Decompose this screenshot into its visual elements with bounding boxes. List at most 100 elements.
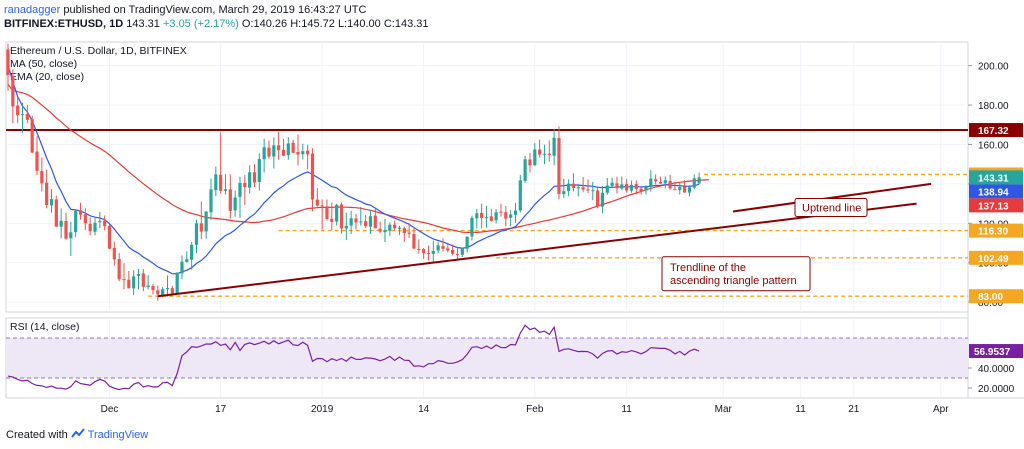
candle-body (117, 258, 121, 280)
candle-body (523, 159, 527, 181)
candle-body (330, 218, 334, 222)
candle (214, 166, 218, 196)
candle-body (373, 215, 377, 229)
candle-body (30, 119, 34, 153)
candle (431, 240, 435, 262)
candle (600, 186, 605, 214)
author-link[interactable]: ranadagger (4, 4, 61, 16)
candle (412, 226, 416, 250)
candle (194, 219, 199, 254)
candle (364, 215, 368, 229)
candle-body (214, 174, 218, 191)
candle-body (136, 273, 141, 276)
rsi-pane[interactable]: 20.0000 40.0000 RSI (14, close) 56.9537 (5, 317, 1023, 399)
candle (6, 43, 10, 91)
candle (692, 174, 696, 190)
candle-body (204, 211, 208, 232)
triangle-callout-box (661, 256, 811, 292)
candle (528, 152, 532, 173)
candle-body (262, 147, 266, 160)
candle (45, 169, 49, 209)
candle-body (460, 248, 464, 255)
candle (596, 187, 600, 209)
candle (509, 210, 513, 227)
candle-body (11, 75, 15, 107)
candle-body (344, 225, 348, 229)
time-tick-label: 17 (215, 404, 227, 415)
candle-body (320, 205, 324, 207)
candle (383, 218, 387, 243)
candle-body (528, 159, 532, 166)
candle-body (146, 285, 150, 287)
candle-body (165, 287, 170, 290)
candle-body (180, 261, 184, 274)
candle-body (194, 223, 199, 245)
candle (277, 131, 281, 160)
time-axis[interactable]: Dec 17 2019 14 Feb 11 Mar 11 21 Apr (6, 397, 1024, 415)
candle (339, 202, 344, 234)
candle (513, 202, 518, 223)
candle-body (25, 113, 29, 120)
level-label: 102.49 (978, 254, 1009, 265)
candle (180, 255, 184, 280)
price-tick-label: 160.00 (978, 140, 1009, 151)
candle (78, 202, 83, 220)
chart-title: Ethereum / U.S. Dollar, 1D, BITFINEX (10, 45, 187, 57)
candle-body (610, 182, 614, 186)
candle-body (571, 183, 576, 189)
candle-body (378, 228, 382, 232)
publish-header: ranadagger published on TradingView.com,… (4, 3, 429, 31)
tradingview-brand-link[interactable]: TradingView (87, 429, 149, 441)
candle-body (658, 181, 663, 184)
candle (460, 247, 464, 258)
candle (393, 220, 397, 231)
time-tick-label: 11 (795, 404, 806, 415)
candle (605, 177, 609, 195)
candle (88, 217, 92, 236)
candle-body (455, 253, 460, 255)
candle-body (557, 137, 561, 194)
candle-body (74, 210, 78, 232)
rsi-tick-label: 20.0000 (978, 384, 1015, 395)
resistance-label: 167.32 (978, 126, 1009, 137)
chart-area[interactable]: 80.00100.00120.00140.00160.00180.00200.0… (0, 34, 1024, 426)
candle-body (407, 232, 411, 234)
triangle-callout-line-2: ascending triangle pattern (670, 275, 797, 287)
uptrend-line-callout: Uptrend line (794, 198, 868, 218)
candle (325, 199, 329, 221)
time-tick-label: 2019 (311, 404, 334, 415)
candle-body (185, 259, 189, 262)
candle-body (354, 218, 358, 223)
candle-body (122, 279, 126, 281)
candle (219, 132, 223, 194)
candle-body (509, 214, 513, 218)
candle-body (383, 230, 387, 233)
candle (117, 253, 121, 282)
candle-body (161, 289, 165, 296)
candle-body (431, 250, 435, 254)
price-pane[interactable]: 80.00100.00120.00140.00160.00180.00200.0… (5, 41, 1023, 398)
candle-body (190, 244, 194, 260)
candle (267, 140, 271, 159)
price-label-box-ema20 (969, 184, 1023, 199)
price-label-box-last (969, 170, 1023, 185)
candle-body (93, 222, 97, 232)
candle (16, 96, 20, 124)
candle (199, 201, 203, 240)
candle (422, 247, 426, 259)
candle-body (335, 204, 339, 222)
candle-body (397, 227, 402, 229)
candle (107, 224, 112, 250)
candle-body (272, 145, 276, 157)
candle (233, 190, 237, 217)
candle (132, 270, 136, 296)
time-tick-label: 14 (418, 404, 430, 415)
candle (436, 242, 440, 254)
candle-body (16, 105, 20, 116)
candle-body (339, 204, 344, 229)
rsi-line (7, 324, 700, 391)
candle-body (98, 220, 102, 223)
candle (634, 180, 638, 195)
candle (581, 177, 585, 193)
candle (625, 178, 629, 193)
